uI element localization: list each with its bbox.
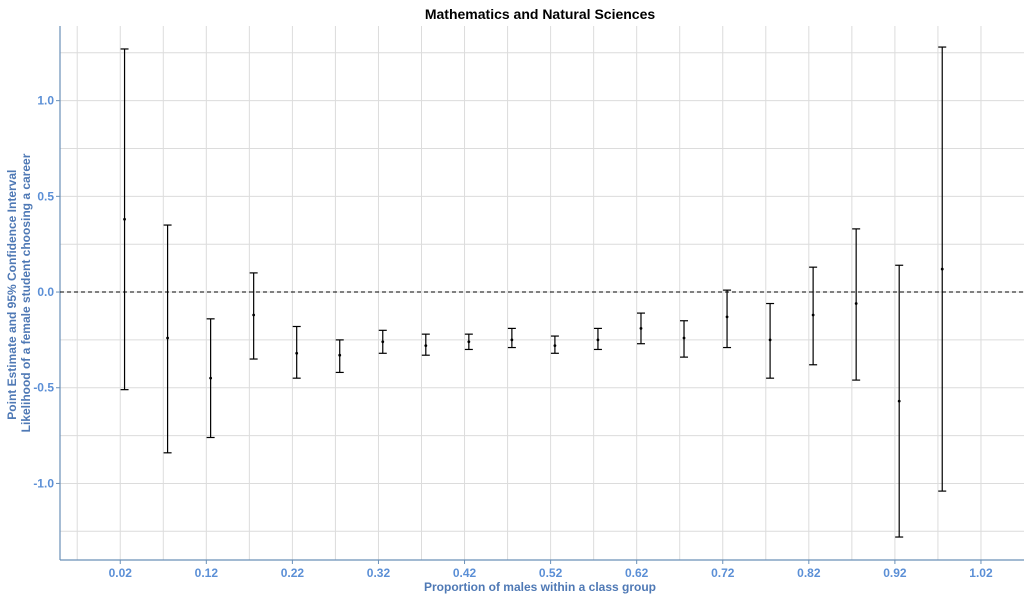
x-tick-label: 1.02 <box>969 566 993 580</box>
point-estimate <box>682 336 686 340</box>
x-tick-label: 0.02 <box>109 566 133 580</box>
x-tick-label: 0.42 <box>453 566 477 580</box>
x-tick-label: 0.72 <box>711 566 735 580</box>
point-estimate <box>639 327 643 330</box>
point-estimate <box>596 338 600 342</box>
point-estimate <box>510 338 514 342</box>
y-tick-label: -1.0 <box>33 476 54 490</box>
mark-layer <box>60 46 1024 538</box>
point-estimate <box>768 338 772 342</box>
x-tick-label: 0.52 <box>539 566 563 580</box>
point-estimate <box>424 344 428 348</box>
x-tick-label: 0.32 <box>367 566 391 580</box>
point-estimate <box>854 302 858 305</box>
point-estimate <box>252 313 256 317</box>
chart-title: Mathematics and Natural Sciences <box>425 6 656 22</box>
point-estimate <box>467 340 471 344</box>
point-estimate <box>725 315 729 319</box>
point-estimate <box>897 399 901 403</box>
point-estimate <box>123 217 126 221</box>
x-tick-label: 0.82 <box>797 566 821 580</box>
point-estimate <box>295 351 299 355</box>
x-tick-label: 0.92 <box>883 566 907 580</box>
y-axis-title-line-2: Likelihood of a female student choosing … <box>19 153 33 432</box>
y-axis-title: Point Estimate and 95% Confidence Interv… <box>5 153 33 432</box>
y-tick-label: 0.5 <box>37 189 54 203</box>
x-axis-title: Proportion of males within a class group <box>424 580 656 594</box>
point-estimate <box>166 336 169 340</box>
grid-layer <box>60 26 1024 560</box>
y-tick-label: 1.0 <box>37 94 54 108</box>
y-tick-label: -0.5 <box>33 381 54 395</box>
tick-layer: 0.02 0.12 0.22 0.32 0.42 0.52 0.62 0.72 0.82 0.92… <box>33 94 993 580</box>
x-tick-label: 0.62 <box>625 566 649 580</box>
point-estimate <box>381 340 385 344</box>
y-axis-title-line-1: Point Estimate and 95% Confidence Interv… <box>5 170 19 420</box>
point-estimate <box>811 313 815 317</box>
point-estimate <box>940 267 944 271</box>
x-tick-label: 0.22 <box>281 566 305 580</box>
x-tick-label: 0.12 <box>195 566 219 580</box>
y-tick-label: 0.0 <box>37 285 54 299</box>
point-estimate <box>209 376 213 380</box>
axis-layer <box>59 26 1024 561</box>
point-estimate <box>553 344 557 348</box>
point-estimate <box>338 353 342 357</box>
